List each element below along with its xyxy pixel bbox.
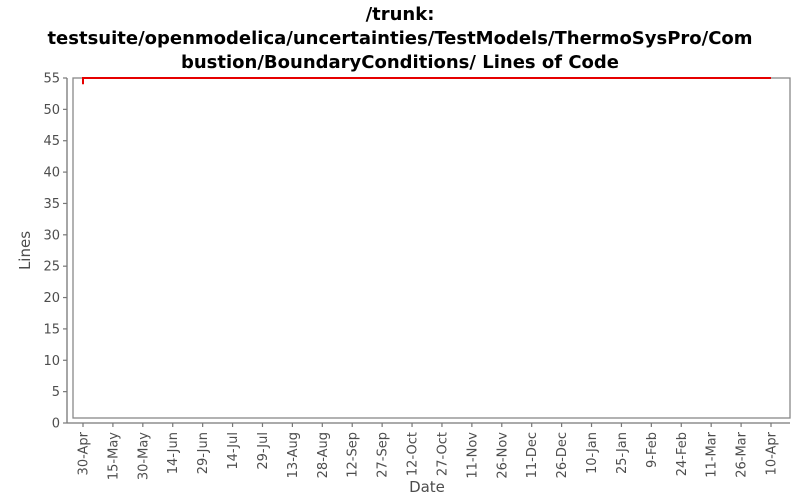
x-tick-label: 15-May [106, 432, 121, 480]
y-tick-label: 5 [52, 385, 60, 400]
x-tick-label: 26-Dec [555, 432, 570, 478]
y-tick-label: 35 [43, 197, 60, 212]
x-tick-label: 14-Jun [166, 432, 181, 474]
x-tick-label: 24-Feb [675, 432, 690, 476]
x-tick-label: 11-Mar [705, 431, 720, 477]
x-tick-label: 28-Aug [316, 432, 331, 478]
y-tick-label: 0 [52, 417, 60, 432]
x-tick-label: 9-Feb [645, 432, 660, 468]
loc-line [82, 77, 771, 85]
x-tick-label: 25-Jan [615, 432, 630, 474]
x-tick-label: 12-Oct [406, 432, 421, 476]
x-tick-label: 14-Jul [226, 432, 241, 470]
x-tick-label: 10-Jan [585, 432, 600, 474]
y-tick-label: 50 [43, 103, 60, 118]
y-tick-label: 45 [43, 134, 60, 149]
plot-border [72, 77, 791, 419]
x-tick-label: 10-Apr [765, 431, 780, 475]
x-tick-label: 26-Mar [735, 431, 750, 477]
chart-title-line1: /trunk: [365, 4, 435, 25]
y-tick-label: 20 [43, 291, 60, 306]
chart-title-line3: bustion/BoundaryConditions/ Lines of Cod… [180, 52, 620, 73]
x-tick-label: 12-Sep [346, 432, 361, 478]
x-tick-label: 27-Oct [435, 432, 450, 476]
y-axis-title: Lines [16, 231, 34, 270]
y-tick-label: 10 [43, 354, 60, 369]
chart-title: /trunk: testsuite/openmodelica/uncertain… [0, 3, 800, 75]
x-tick-label: 13-Aug [286, 432, 301, 478]
x-tick-label: 11-Dec [525, 432, 540, 478]
y-tick-label: 55 [43, 72, 60, 87]
x-tick-label: 30-May [136, 432, 151, 480]
chart-title-line2: testsuite/openmodelica/uncertainties/Tes… [47, 28, 753, 49]
x-tick-label: 29-Jul [256, 432, 271, 470]
y-tick-label: 30 [43, 228, 60, 243]
y-tick-label: 40 [43, 166, 60, 181]
x-tick-label: 30-Apr [77, 431, 92, 475]
x-tick-label: 29-Jun [196, 432, 211, 474]
x-axis-title: Date [409, 478, 445, 496]
x-tick-label: 27-Sep [376, 432, 391, 478]
x-tick-label: 11-Nov [465, 432, 480, 479]
y-tick-label: 15 [43, 322, 60, 337]
x-tick-label: 26-Nov [495, 432, 510, 479]
y-tick-label: 25 [43, 260, 60, 275]
